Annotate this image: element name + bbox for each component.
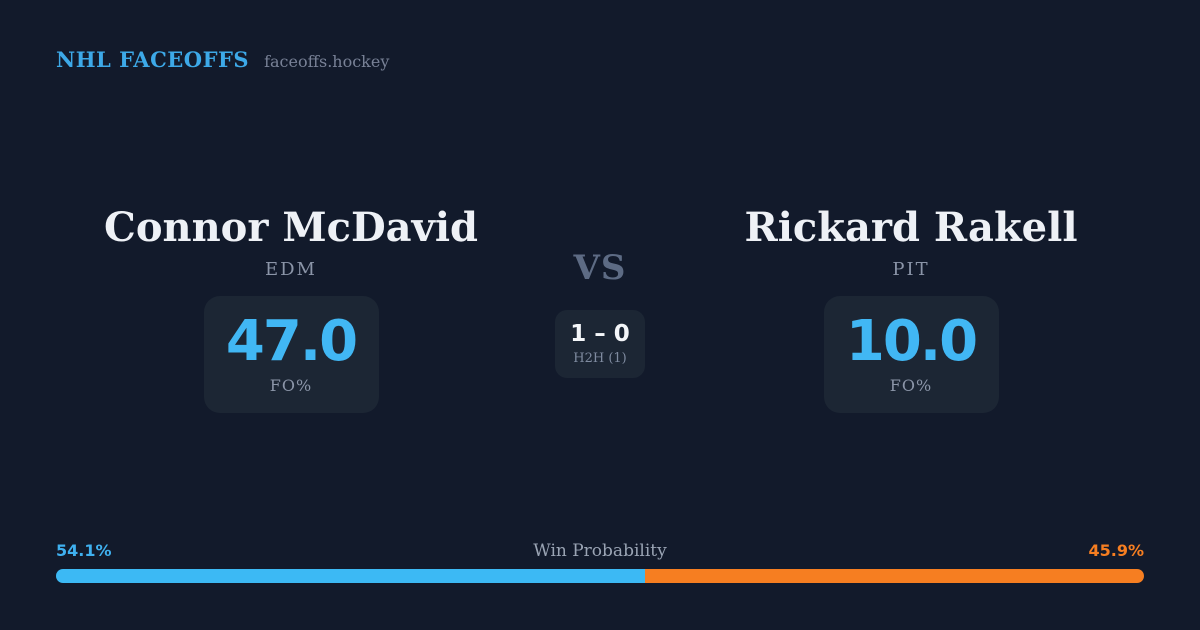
h2h-label: H2H (1) <box>573 350 627 366</box>
player-left-column: Connor McDavid EDM 47.0 FO% <box>56 206 526 413</box>
h2h-card: 1 – 0 H2H (1) <box>555 310 645 378</box>
player-left-name: Connor McDavid <box>103 204 478 251</box>
player-right-stat-value: 10.0 <box>845 309 978 374</box>
player-left-stat-label: FO% <box>269 376 313 395</box>
win-probability-section: 54.1% Win Probability 45.9% <box>56 541 1144 583</box>
win-probability-labels: 54.1% Win Probability 45.9% <box>56 541 1144 562</box>
win-probability-bar-left-segment <box>56 569 645 583</box>
brand-logo-text: NHL FACEOFFS <box>56 47 250 72</box>
win-probability-left-value: 54.1% <box>56 541 112 560</box>
player-right-team: PIT <box>892 259 930 280</box>
player-left-stat-value: 47.0 <box>225 309 358 374</box>
player-left-stat-card: 47.0 FO% <box>203 296 379 413</box>
player-right-stat-card: 10.0 FO% <box>823 296 999 413</box>
player-left-team: EDM <box>264 259 317 280</box>
h2h-score: 1 – 0 <box>570 320 630 347</box>
win-probability-bar <box>56 569 1144 583</box>
matchup-center-column: VS 1 – 0 H2H (1) <box>465 251 735 378</box>
player-right-stat-label: FO% <box>889 376 933 395</box>
player-right-name: Rickard Rakell <box>744 204 1078 251</box>
header: NHL FACEOFFS faceoffs.hockey <box>56 47 389 72</box>
win-probability-title: Win Probability <box>533 541 667 561</box>
vs-label: VS <box>573 248 627 288</box>
win-probability-bar-right-segment <box>644 569 1144 583</box>
win-probability-right-value: 45.9% <box>1088 541 1144 560</box>
player-right-column: Rickard Rakell PIT 10.0 FO% <box>676 206 1146 413</box>
site-url: faceoffs.hockey <box>264 52 390 71</box>
